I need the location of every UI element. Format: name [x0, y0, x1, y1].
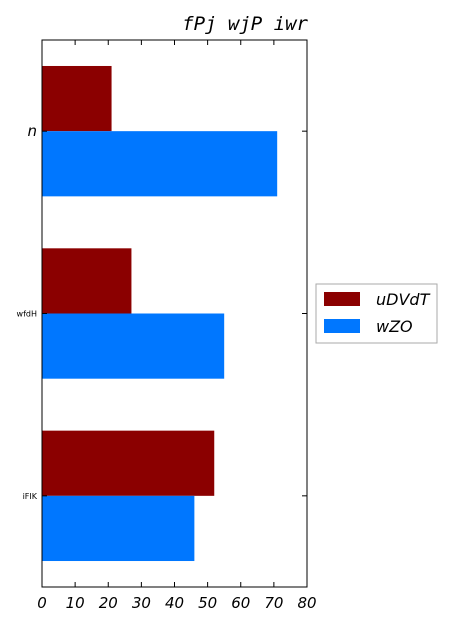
bar-wZO-wfdH	[42, 313, 225, 379]
legend-label: wZO	[376, 317, 413, 336]
chart-title: fPj wjP iwr	[182, 13, 308, 35]
x-tick-label: 0	[37, 594, 47, 612]
x-tick-label: 80	[297, 594, 316, 612]
x-tick-label: 10	[66, 594, 85, 612]
bars-layer	[42, 65, 278, 562]
legend-swatch-uDVdT	[324, 292, 360, 306]
x-tick-label: 70	[264, 594, 283, 612]
y-tick-label: n	[27, 122, 37, 140]
ticks-layer: 0 10 20 30 40 50 60 70 80 n wfdH iFIK	[17, 40, 317, 612]
x-tick-label: 20	[99, 594, 118, 612]
legend-label: uDVdT	[376, 290, 431, 309]
bar-wZO-iFIK	[42, 495, 195, 562]
bar-uDVdT-iFIK	[42, 430, 215, 496]
x-tick-label: 40	[165, 594, 184, 612]
y-tick-label: iFIK	[23, 492, 38, 501]
y-tick-label: wfdH	[17, 310, 37, 319]
x-tick-label: 30	[132, 594, 151, 612]
bar-wZO-n	[42, 131, 278, 197]
bar-uDVdT-n	[42, 65, 112, 132]
x-tick-label: 50	[198, 594, 217, 612]
x-tick-label: 60	[231, 594, 250, 612]
legend-swatch-wZO	[324, 319, 360, 333]
bar-uDVdT-wfdH	[42, 248, 132, 314]
legend: uDVdT wZO	[315, 283, 438, 344]
